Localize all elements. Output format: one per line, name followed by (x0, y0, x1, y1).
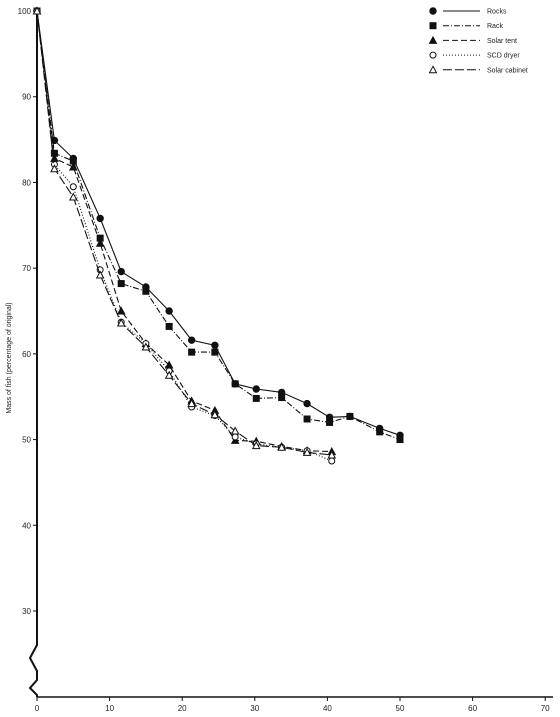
data-point (211, 348, 219, 356)
legend: Rocks Rack Solar tent SCD dryer Solar cabine… (428, 7, 528, 74)
data-point (141, 342, 151, 351)
legend-marker (428, 35, 438, 44)
data-point (32, 6, 42, 15)
data-point (68, 162, 78, 171)
x-tick-label: 50 (396, 704, 405, 713)
data-point (376, 428, 384, 436)
axes: 30 40 50 60 70 80 90 100 0 10 20 30 40 50 60 70 (18, 7, 553, 713)
data-point (303, 415, 311, 423)
data-point (68, 192, 78, 201)
x-tick-label: 60 (468, 704, 477, 713)
series-line (36, 10, 401, 436)
data-point (95, 270, 105, 279)
data-point (187, 336, 196, 344)
legend-label: Rack (487, 23, 503, 30)
x-tick-label: 30 (250, 704, 259, 713)
data-point (231, 380, 239, 388)
x-tick-label: 70 (541, 704, 550, 713)
series-line (36, 10, 401, 441)
data-point (252, 394, 260, 402)
y-tick-label: 50 (22, 436, 31, 445)
data-point (302, 447, 312, 456)
data-point (165, 322, 173, 330)
data-point (326, 418, 334, 426)
data-point (117, 267, 125, 276)
x-tick-label: 0 (35, 704, 40, 713)
data-point (231, 433, 239, 441)
y-axis-label: Mass of fish (percentage of original) (6, 302, 13, 413)
x-tick-label: 10 (105, 704, 114, 713)
legend-label: SCD dryer (487, 53, 520, 60)
data-point (116, 306, 126, 315)
series-solar-cabinet (32, 6, 337, 459)
data-point (303, 399, 311, 408)
legend-item: Rocks (429, 7, 507, 16)
series-line (36, 10, 333, 462)
legend-label: Solar tent (487, 38, 517, 45)
data-point (69, 183, 77, 191)
legend-item: Solar cabinet (428, 65, 528, 74)
y-tick-label: 30 (22, 607, 31, 616)
data-point (188, 348, 196, 356)
data-point (230, 426, 240, 435)
data-point (187, 399, 196, 408)
y-tick-label: 80 (22, 178, 31, 187)
legend-marker (428, 65, 438, 74)
data-point (117, 280, 125, 288)
data-point (278, 394, 286, 402)
data-point (211, 341, 219, 349)
data-point (210, 410, 220, 419)
data-point (346, 412, 354, 420)
y-tick-label: 40 (22, 521, 31, 530)
series-line (36, 10, 332, 456)
data-point (277, 442, 286, 451)
data-point (95, 238, 105, 247)
y-tick-label: 60 (22, 350, 31, 359)
series-rack (33, 7, 404, 444)
data-point (142, 287, 150, 295)
legend-marker (429, 7, 437, 15)
y-tick-label: 90 (22, 93, 31, 102)
legend-marker (429, 22, 437, 30)
data-point (251, 441, 261, 450)
data-point (327, 450, 337, 459)
series-layer (32, 6, 404, 465)
legend-label: Solar cabinet (487, 67, 528, 74)
series-rocks (33, 7, 404, 439)
data-point (165, 307, 173, 315)
series-solar-tent (32, 6, 337, 456)
data-point (328, 457, 336, 465)
x-tick-label: 20 (178, 704, 187, 713)
legend-label: Rocks (487, 9, 507, 16)
data-point (252, 385, 260, 393)
legend-item: Solar tent (428, 35, 517, 45)
y-axis-line (28, 8, 38, 697)
series-line (36, 10, 332, 453)
x-tick-label: 40 (323, 704, 332, 713)
legend-marker (429, 51, 437, 59)
legend-item: Rack (429, 22, 503, 30)
y-tick-label: 100 (18, 7, 32, 16)
data-point (50, 164, 59, 173)
data-point (164, 370, 174, 379)
data-point (116, 318, 126, 327)
data-point (96, 214, 104, 223)
legend-item: SCD dryer (429, 51, 520, 60)
y-tick-label: 70 (22, 264, 31, 273)
data-point (396, 436, 404, 444)
